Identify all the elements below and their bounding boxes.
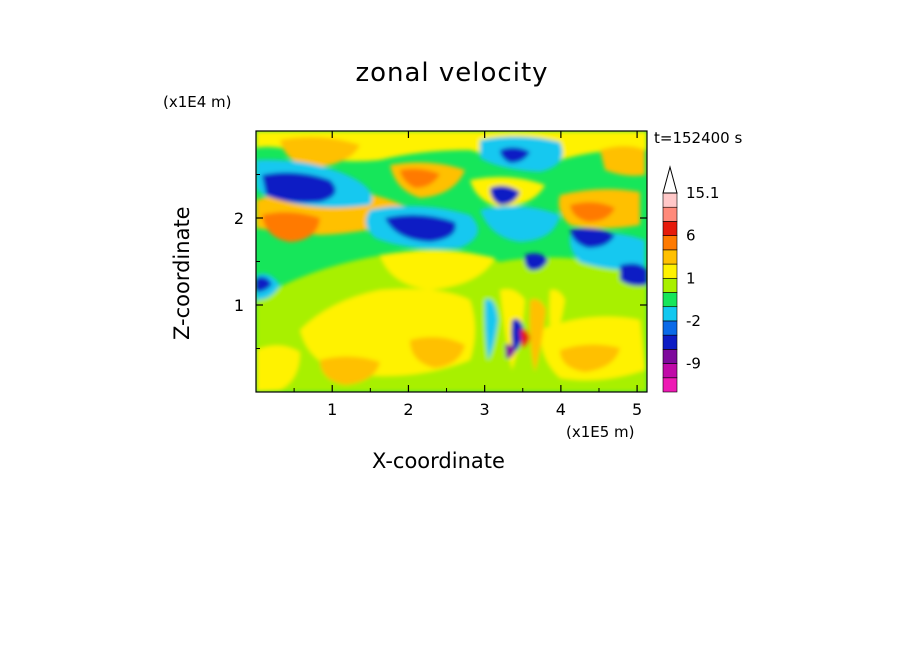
- colorbar-tick-label: 15.1: [686, 184, 719, 202]
- colorbar-swatch: [662, 221, 678, 236]
- colorbar-swatch: [662, 363, 678, 379]
- colorbar-swatch: [662, 263, 678, 279]
- colorbar-swatch: [662, 249, 678, 265]
- x-axis-label: X-coordinate: [372, 449, 505, 473]
- colorbar-extend-arrow: [662, 165, 678, 194]
- colorbar-swatch: [662, 377, 678, 393]
- y-axis-label: Z-coordinate: [170, 206, 194, 340]
- colorbar-swatch: [662, 206, 678, 222]
- colorbar-tick-label: 6: [686, 227, 696, 245]
- colorbar-swatch: [662, 235, 678, 251]
- x-tick-label: 4: [556, 400, 566, 419]
- colorbar-tick-label: -2: [686, 312, 701, 330]
- colorbar-tick-label: -9: [686, 355, 701, 373]
- y-axis-unit: (x1E4 m): [163, 93, 232, 111]
- x-axis-unit: (x1E5 m): [566, 423, 635, 441]
- x-tick-label: 3: [480, 400, 490, 419]
- x-tick-label: 2: [403, 400, 413, 419]
- chart-title: zonal velocity: [355, 58, 549, 88]
- y-tick-label: 2: [234, 209, 244, 228]
- x-tick-label: 1: [327, 400, 337, 419]
- colorbar-swatch: [662, 320, 678, 336]
- colorbar: 15.1 6 1 -2 -9: [662, 165, 719, 393]
- colorbar-swatch: [662, 306, 678, 322]
- colorbar-swatch: [662, 349, 678, 364]
- colorbar-tick-label: 1: [686, 269, 696, 287]
- colorbar-swatch: [662, 334, 678, 350]
- y-ticks: 12: [234, 174, 647, 349]
- x-tick-label: 5: [632, 400, 642, 419]
- y-tick-label: 1: [234, 296, 244, 315]
- colorbar-swatch: [662, 277, 678, 293]
- x-ticks: 1 2 3 4 5: [293, 131, 642, 419]
- time-stamp: t=152400 s: [654, 129, 743, 147]
- colorbar-swatch: [662, 292, 678, 308]
- colorbar-swatch: [662, 192, 678, 208]
- velocity-field: [256, 131, 647, 392]
